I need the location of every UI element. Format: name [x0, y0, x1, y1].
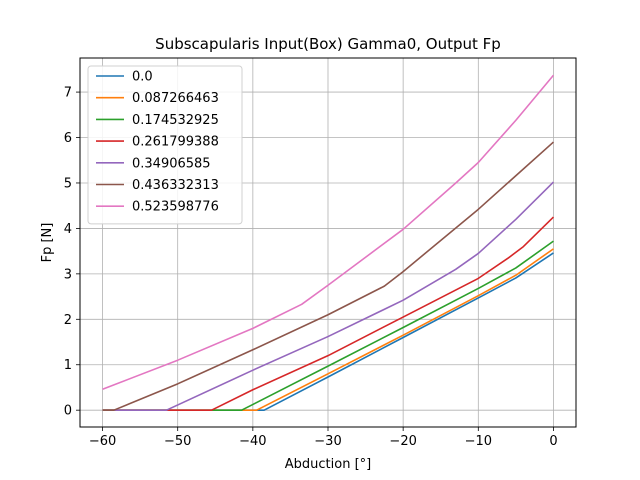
x-tick-label: −30: [314, 434, 341, 449]
legend-box: [87, 65, 243, 225]
legend-label: 0.523598776: [132, 200, 219, 215]
series-line: [102, 141, 554, 411]
y-tick-label: 2: [64, 313, 72, 328]
x-tick-label: −60: [89, 434, 116, 449]
y-tick-label: 5: [64, 176, 72, 191]
series-line: [102, 240, 554, 411]
y-tick-label: 6: [64, 131, 72, 146]
x-axis-label: Abduction [°]: [285, 457, 371, 472]
series-line: [102, 181, 555, 411]
y-tick-label: 0: [64, 404, 72, 419]
grid-lines: [80, 58, 576, 427]
y-axis-label: Fp [N]: [40, 223, 55, 263]
legend-label: 0.087266463: [132, 91, 219, 106]
x-tick-label: 0: [549, 434, 557, 449]
series-layer: [102, 74, 555, 411]
y-tick-label: 7: [64, 86, 72, 101]
axis-ticks: −60 −50 −40 −30 −20 −10 0 0 1 2 3 4 5 6 7: [64, 86, 558, 449]
x-tick-label: −20: [389, 434, 416, 449]
y-tick-label: 1: [64, 358, 72, 373]
x-tick-label: −10: [465, 434, 492, 449]
series-line: [102, 74, 555, 391]
legend-label: 0.261799388: [132, 135, 219, 150]
legend-label: 0.436332313: [132, 178, 219, 193]
x-tick-label: −40: [239, 434, 266, 449]
legend: 0.0 0.087266463 0.174532925 0.261799388 0.34…: [87, 65, 243, 225]
legend-label: 0.174532925: [132, 113, 219, 128]
series-line: [102, 216, 555, 411]
series-line: [102, 252, 554, 411]
chart-title: Subscapularis Input(Box) Gamma0, Output …: [155, 35, 501, 53]
legend-label: 0.0: [132, 70, 153, 85]
y-tick-label: 3: [64, 267, 72, 282]
series-line: [102, 248, 554, 411]
x-tick-label: −50: [164, 434, 191, 449]
legend-label: 0.34906585: [132, 156, 211, 171]
y-tick-label: 4: [64, 222, 72, 237]
